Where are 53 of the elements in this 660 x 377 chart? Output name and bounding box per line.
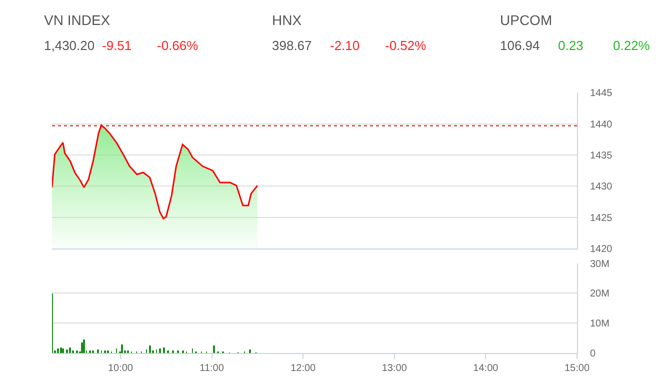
y-tick-label: 1425 [590,212,613,224]
bar [97,349,99,353]
text: 106.94 [500,38,540,53]
bar [213,345,215,353]
bar [83,339,85,353]
text: HNX [272,12,302,28]
text: VN INDEX [44,12,111,28]
y-tick-label: 1435 [590,150,613,162]
text: -9.51 [102,38,132,53]
x-tick-label: 15:00 [564,363,590,374]
y-tick-label: 20M [590,288,610,300]
bar [127,350,129,353]
bar [182,350,184,353]
bar [163,347,165,353]
bar [72,350,74,353]
text: -0.66% [157,38,199,53]
text: 398.67 [272,38,312,53]
y-tick-label: 1440 [590,119,613,130]
bar [104,350,106,353]
bar [167,350,169,353]
x-tick-label: 14:00 [473,363,499,374]
bar [121,344,123,353]
x-tick-label: 10:00 [108,363,134,374]
y-tick-label: 1430 [590,182,613,193]
text: -0.52% [385,38,427,53]
text: 0.23 [558,38,584,53]
y-tick-label: 30M [590,258,610,270]
y-tick-label: 10M [590,318,610,330]
y-tick-label: 1420 [590,244,613,255]
bar [107,350,109,353]
x-tick-label: 12:00 [290,363,316,374]
text: UPCOM [500,12,552,28]
bar [92,350,94,353]
bar [89,350,91,353]
bar [177,350,179,353]
bar [249,349,251,353]
bar [66,349,68,353]
bar [62,348,64,353]
y-tick-label: 1445 [590,88,613,100]
text: 0.22% [613,38,650,53]
bar [60,347,62,353]
y-tick-label: 0 [590,348,596,360]
text: -2.10 [330,38,360,53]
bar [172,350,174,353]
bar [69,347,71,353]
bar [149,345,151,353]
bar [57,348,59,353]
x-tick-label: 13:00 [382,363,408,374]
bar [76,350,78,353]
bar [81,342,83,353]
x-tick-label: 11:00 [200,363,224,374]
text: 1,430.20 [44,38,95,53]
bar [159,348,161,353]
